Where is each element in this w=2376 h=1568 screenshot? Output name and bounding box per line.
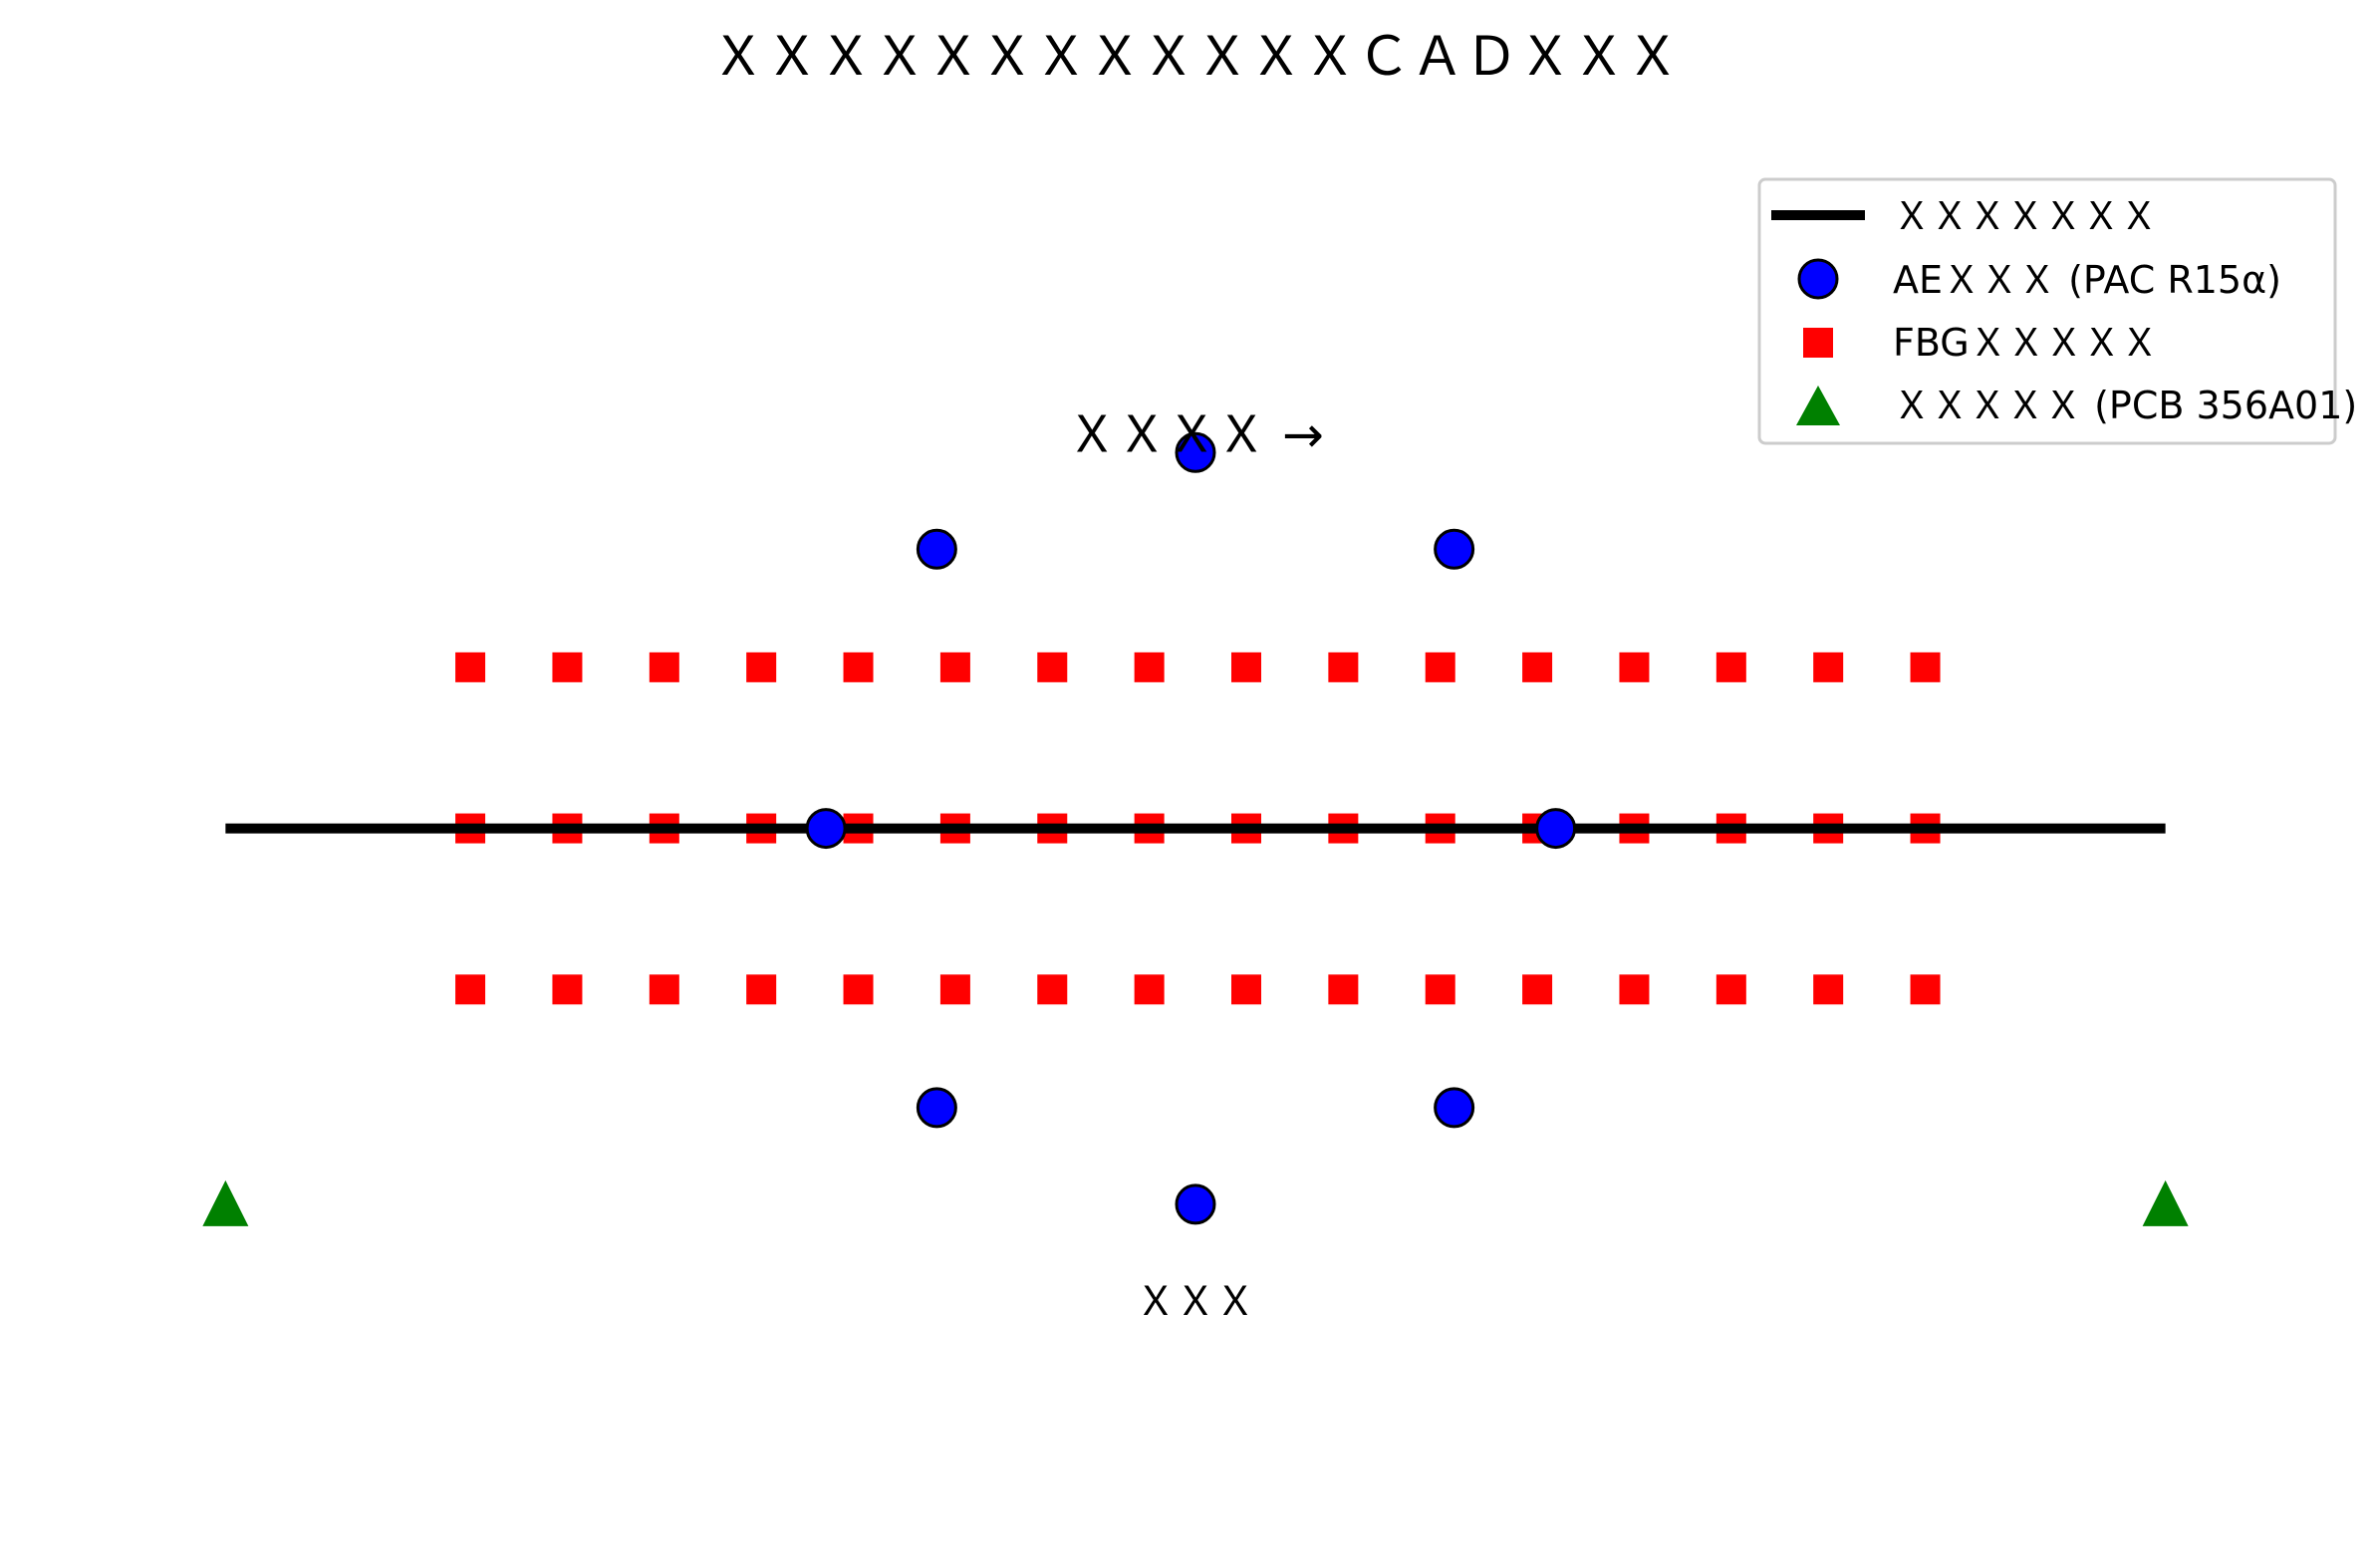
ae-sensor-point-5: [916, 1087, 957, 1129]
fbg-sensor-point-2-8: [1231, 974, 1261, 1005]
fbg-sensor-point-2-3: [746, 974, 777, 1005]
fbg-sensor-point-2-0: [455, 974, 486, 1005]
ae-sensor-point-1: [916, 528, 957, 570]
legend-swatch-square: [1803, 328, 1833, 358]
fbg-sensor-point-2-14: [1813, 974, 1844, 1005]
accelerometer-point-0: [202, 1179, 249, 1226]
fbg-sensor-point-0-13: [1716, 652, 1746, 682]
fbg-sensor-point-2-5: [939, 974, 970, 1005]
ae-sensor-point-4: [1535, 808, 1577, 850]
fbg-sensor-point-0-15: [1910, 652, 1941, 682]
legend-swatch-triangle: [1796, 386, 1840, 425]
fbg-sensor-point-2-2: [649, 974, 679, 1005]
fbg-sensor-point-0-14: [1813, 652, 1844, 682]
ae-sensor-point-3: [805, 808, 847, 850]
fbg-sensor-point-0-3: [746, 652, 777, 682]
legend-swatch-circle: [1797, 258, 1839, 300]
bottom-label: ＸＸＸ: [1136, 1279, 1255, 1325]
fbg-sensor-point-0-12: [1619, 652, 1650, 682]
fbg-sensor-point-0-7: [1134, 652, 1165, 682]
fbg-sensor-point-2-10: [1425, 974, 1455, 1005]
direction-label: ＸＸＸＸ →: [1067, 405, 1324, 463]
fbg-sensor-point-0-2: [649, 652, 679, 682]
legend-entry-circle: AEＸＸＸ (PAC R15α): [1893, 258, 2281, 302]
fbg-sensor-point-0-0: [455, 652, 486, 682]
accelerometer-point-1: [2142, 1179, 2189, 1226]
fbg-sensor-point-0-9: [1328, 652, 1359, 682]
fbg-sensor-point-2-11: [1522, 974, 1553, 1005]
ae-sensor-point-0: [1175, 431, 1216, 473]
ae-sensor-point-7: [1175, 1183, 1216, 1225]
fbg-sensor-point-0-8: [1231, 652, 1261, 682]
fbg-sensor-point-0-11: [1522, 652, 1553, 682]
legend: ＸＸＸＸＸＸＸ AEＸＸＸ (PAC R15α) FBGＸＸＸＸＸ ＸＸＸＸＸ …: [1757, 177, 2357, 445]
fbg-sensor-point-0-1: [552, 652, 583, 682]
fbg-sensor-point-2-4: [843, 974, 874, 1005]
legend-entry-triangle: ＸＸＸＸＸ (PCB 356A01): [1893, 384, 2357, 427]
fbg-sensor-point-0-10: [1425, 652, 1455, 682]
plot-area: [202, 431, 2189, 1226]
fbg-sensor-point-2-9: [1328, 974, 1359, 1005]
legend-entry-square: FBGＸＸＸＸＸ: [1893, 321, 2159, 365]
legend-entry-line: ＸＸＸＸＸＸＸ: [1893, 194, 2158, 238]
fbg-sensor-point-2-7: [1134, 974, 1165, 1005]
fbg-sensor-point-2-6: [1037, 974, 1068, 1005]
legend-frame: [1757, 177, 2337, 445]
chart-title: ＸＸＸＸＸＸＸＸＸＸＸＸＣＡＤＸＸＸ: [711, 25, 1680, 88]
ae-sensor-point-2: [1434, 528, 1475, 570]
fbg-sensor-point-0-4: [843, 652, 874, 682]
fbg-sensor-point-2-15: [1910, 974, 1941, 1005]
fbg-sensor-point-0-6: [1037, 652, 1068, 682]
fbg-sensor-point-2-12: [1619, 974, 1650, 1005]
ae-sensor-point-6: [1434, 1087, 1475, 1129]
fbg-sensor-point-2-13: [1716, 974, 1746, 1005]
fbg-sensor-point-2-1: [552, 974, 583, 1005]
fbg-sensor-point-0-5: [939, 652, 970, 682]
